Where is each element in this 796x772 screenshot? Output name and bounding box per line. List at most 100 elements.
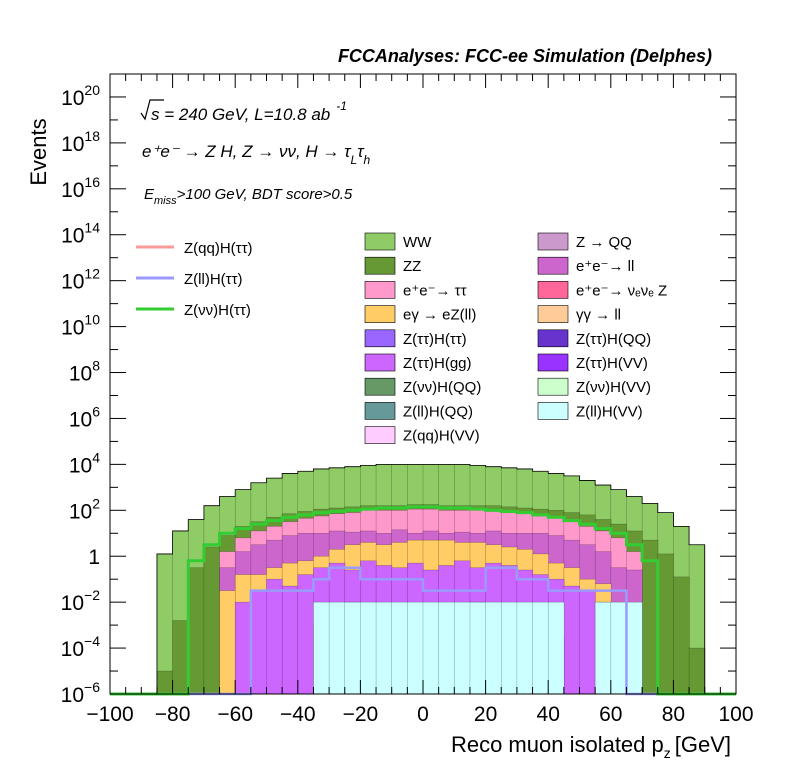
y-axis: 10−6 10−4 10−2 1 102 104 106 108 1010 1012 1014 101…: [61, 73, 736, 707]
legend-bg-entry: Z(ττ)H(VV): [537, 353, 648, 372]
annotations: s = 240 GeV, L=10.8 ab -1 e⁺e⁻ → Z H, Z →…: [140, 99, 371, 207]
x-tick-label: 60: [599, 703, 622, 726]
legend-swatch: [537, 377, 569, 396]
legend-background: WW Z → QQ ZZ e⁺e⁻→ ll e⁺e⁻→ ττ e⁺e⁻→ νₑνₑ Z eγ…: [364, 232, 667, 445]
legend-label: Z(qq)H(ττ): [184, 240, 253, 257]
x-axis: −100 −80 −60 −40 −20 0 20 40 60 80 100: [86, 74, 754, 726]
bar: [281, 585, 299, 695]
x-tick-label: 100: [718, 703, 753, 726]
chart-title: FCCAnalyses: FCC-ee Simulation (Delphes): [338, 46, 712, 66]
legend-label: Z(ττ)H(gg): [403, 355, 472, 372]
legend-swatch: [364, 305, 396, 323]
bar: [266, 578, 283, 695]
bar: [156, 670, 174, 695]
lumi-exponent: -1: [336, 99, 347, 113]
bar: [610, 601, 627, 695]
legend-swatch: [364, 377, 396, 396]
bar: [641, 539, 659, 695]
legend-signal-entry: Z(νν)H(ττ): [136, 302, 251, 319]
bar: [297, 574, 314, 695]
legend-swatch: [537, 256, 569, 275]
y-tick-label: 1010: [61, 312, 100, 340]
bar: [360, 601, 377, 695]
legend-label: ZZ: [403, 258, 421, 275]
y-tick-label: 1: [88, 546, 100, 569]
x-tick-label: −60: [217, 703, 253, 726]
bar: [422, 601, 440, 695]
bar: [375, 601, 393, 695]
x-tick-label: 0: [417, 703, 429, 726]
legend-swatch: [537, 353, 569, 372]
bar: [313, 601, 330, 695]
x-axis-label: Reco muon isolated pz [GeV]: [451, 732, 731, 761]
bar: [454, 601, 471, 695]
legend-signal-entry: Z(ll)H(ττ): [136, 271, 243, 288]
legend-label: e⁺e⁻→ ll: [576, 258, 634, 275]
bar: [563, 585, 581, 695]
legend-label: Z(ττ)H(ττ): [403, 331, 467, 348]
legend-swatch: [537, 329, 569, 348]
bar: [407, 601, 424, 695]
legend-bg-entry: Z(ττ)H(gg): [364, 353, 472, 372]
y-tick-label: 10−6: [61, 679, 101, 707]
bar: [547, 601, 565, 695]
x-tick-label: 80: [662, 703, 685, 726]
legend-swatch: [537, 402, 569, 420]
legend-bg-entry: e⁺e⁻→ ll: [537, 256, 634, 275]
y-tick-label: 10−4: [61, 633, 101, 661]
bar: [532, 601, 549, 695]
legend-bg-entry: ZZ: [364, 256, 421, 275]
legend-label: Z(νν)H(QQ): [403, 379, 481, 396]
legend-signal-entry: Z(qq)H(ττ): [136, 240, 253, 257]
y-tick-label: 1018: [61, 128, 100, 156]
bar: [328, 601, 346, 695]
legend-label: Z(ll)H(ττ): [184, 271, 243, 288]
legend-label: Z(ll)H(QQ): [403, 403, 473, 420]
legend-signal: Z(qq)H(ττ) Z(ll)H(ττ) Z(νν)H(ττ): [136, 240, 253, 319]
legend-label: Z(ττ)H(VV): [576, 355, 648, 372]
sqrt-s-label: s: [151, 105, 160, 124]
legend-bg-entry: Z(ll)H(VV): [537, 402, 643, 420]
y-tick-label: 1020: [61, 82, 100, 110]
legend-bg-entry: WW: [364, 232, 432, 251]
legend-bg-entry: Z(ll)H(QQ): [364, 402, 473, 420]
legend-label: eγ → eZ(ll): [403, 307, 476, 324]
x-tick-label: −40: [280, 703, 316, 726]
cut-label: Emiss>100 GeV, BDT score>0.5: [144, 186, 353, 207]
x-tick-label: −80: [155, 703, 191, 726]
legend-label: e⁺e⁻→ ττ: [403, 282, 467, 299]
legend-label: γγ → ll: [576, 307, 621, 324]
legend-label: Z → QQ: [576, 234, 632, 251]
x-tick-label: −20: [343, 703, 379, 726]
bar: [188, 567, 205, 695]
legend-label: Z(ττ)H(QQ): [576, 331, 651, 348]
legend-bg-entry: Z(νν)H(VV): [537, 377, 651, 396]
energy-lumi-label: = 240 GeV, L=10.8 ab: [160, 105, 331, 124]
bar: [234, 601, 252, 695]
legend-bg-entry: eγ → eZ(ll): [364, 305, 476, 324]
legend-bg-entry: Z(νν)H(QQ): [364, 377, 481, 396]
y-tick-label: 102: [69, 495, 100, 523]
bar: [516, 601, 534, 695]
legend-swatch: [364, 353, 396, 372]
bar: [250, 590, 268, 695]
legend-bg-entry: e⁺e⁻→ ττ: [364, 281, 467, 299]
legend-swatch: [364, 426, 396, 444]
signal-line-znn: [110, 505, 736, 696]
legend-label: Z(ll)H(VV): [576, 403, 643, 420]
bar: [594, 601, 612, 695]
legend-bg-entry: Z(ττ)H(QQ): [537, 329, 651, 348]
legend-label: Z(νν)H(ττ): [184, 302, 251, 319]
y-tick-label: 10−2: [61, 587, 101, 615]
legend-swatch: [537, 281, 569, 299]
y-tick-label: 104: [69, 449, 100, 477]
y-axis-label: Events: [26, 118, 51, 185]
y-tick-label: 106: [69, 403, 100, 431]
y-tick-label: 108: [69, 358, 100, 386]
legend-swatch: [364, 256, 396, 275]
bar: [485, 601, 502, 695]
legend-bg-entry: e⁺e⁻→ νₑνₑ Z: [537, 281, 667, 299]
legend-bg-entry: γγ → ll: [537, 305, 621, 324]
legend-swatch: [364, 329, 396, 348]
x-tick-label: 40: [537, 703, 560, 726]
